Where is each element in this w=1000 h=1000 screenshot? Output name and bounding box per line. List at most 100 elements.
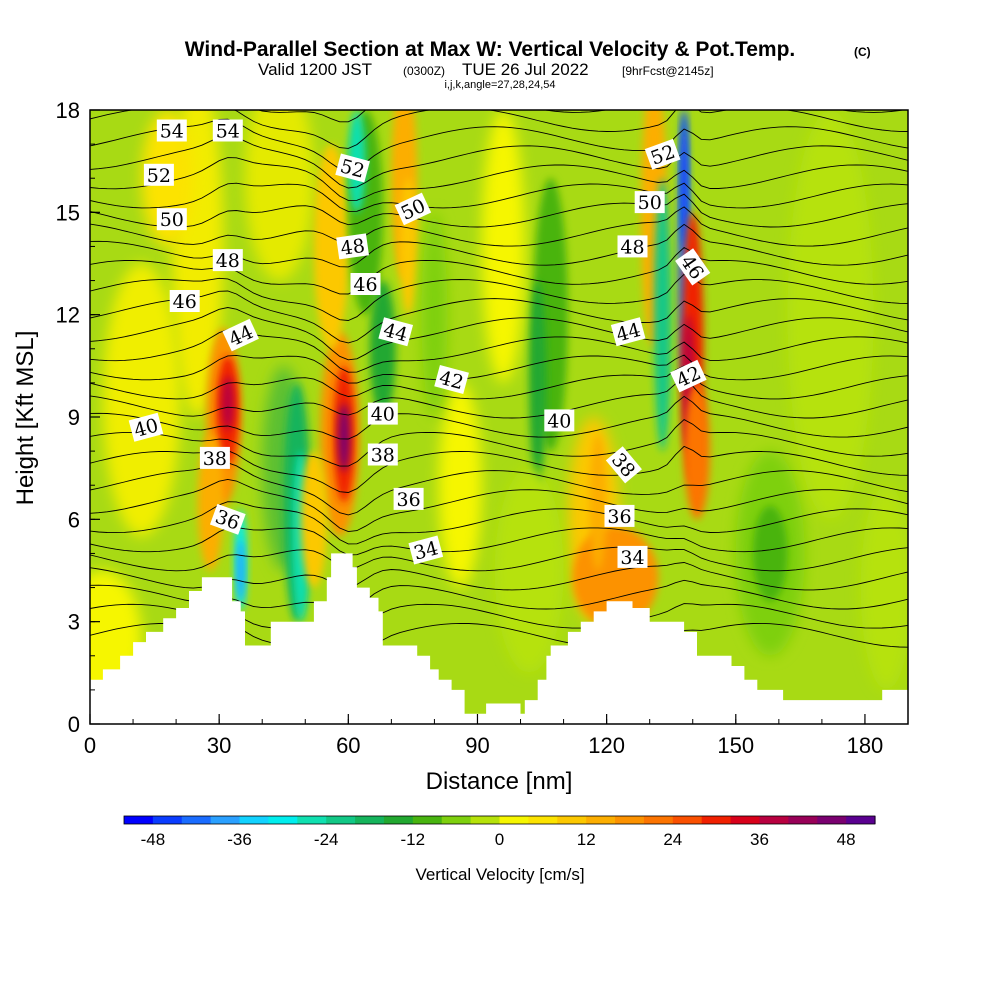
isentrope-line	[90, 395, 908, 440]
contour-label: 40	[544, 409, 575, 432]
isentrope-line	[90, 546, 908, 572]
colorbar-swatch	[615, 816, 645, 824]
contour-label: 46	[169, 290, 200, 313]
colorbar-swatch	[210, 816, 241, 824]
colorbar-swatch	[383, 816, 414, 824]
colorbar-swatch	[759, 816, 789, 824]
isentrope-line	[90, 354, 908, 384]
contour-label: 54	[156, 119, 187, 143]
x-tick-label: 90	[465, 733, 489, 758]
y-tick-label: 3	[68, 610, 80, 635]
contour-label: 42	[434, 364, 469, 394]
y-tick-label: 9	[68, 405, 80, 430]
isentrope-line	[90, 365, 908, 400]
velocity-cell	[684, 382, 710, 520]
colorbar-swatch	[672, 816, 703, 824]
contour-label-text: 48	[620, 236, 644, 258]
contour-label: 40	[367, 402, 398, 426]
colorbar-tick-label: 0	[495, 830, 504, 849]
y-tick-label: 6	[68, 507, 80, 532]
contour-label: 44	[610, 317, 646, 346]
colorbar: -48 -36 -24 -12 0 12 24 36 48	[123, 815, 876, 849]
colorbar-tick-label: -12	[401, 830, 426, 849]
colorbar-swatch	[846, 816, 876, 824]
contour-label: 48	[212, 249, 243, 272]
colorbar-swatch	[470, 816, 501, 824]
colorbar-frame	[123, 815, 876, 825]
colorbar-label: Vertical Velocity [cm/s]	[415, 865, 584, 884]
contour-label: 38	[199, 446, 230, 470]
y-tick-label: 0	[68, 712, 80, 737]
colorbar-tick-label: -36	[227, 830, 252, 849]
velocity-cell	[313, 144, 349, 349]
y-tick-label: 12	[56, 303, 80, 328]
velocity-cell	[244, 110, 314, 281]
velocity-cell	[494, 468, 564, 673]
isentrope-line	[90, 290, 908, 344]
velocity-cell	[529, 280, 547, 486]
colorbar-swatch	[643, 816, 674, 824]
contour-label: 36	[393, 487, 424, 511]
colorbar-swatch	[326, 816, 356, 824]
isentrope-line	[90, 419, 908, 467]
subtitle-utc: (0300Z)	[403, 64, 445, 78]
velocity-cell	[653, 178, 672, 452]
colorbar-tick-label: -24	[314, 830, 339, 849]
colorbar-swatch	[239, 816, 270, 824]
grid-indices: i,j,k,angle=27,28,24,54	[444, 79, 555, 91]
chart-title: Wind-Parallel Section at Max W: Vertical…	[185, 38, 796, 61]
colorbar-swatch	[152, 816, 183, 824]
colorbar-swatch	[788, 816, 818, 824]
contour-label-text: 36	[607, 506, 631, 528]
isentrope-line	[90, 273, 908, 321]
contour-label-text: 54	[160, 121, 184, 143]
chart-title-mark: (C)	[854, 45, 871, 59]
velocity-cell	[438, 382, 482, 588]
isentrope-line	[90, 118, 908, 172]
colorbar-swatch	[586, 816, 616, 824]
contour-label-text: 36	[397, 489, 421, 511]
isentrope-line	[90, 193, 908, 228]
subtitle-forecast: [9hrFcst@2145z]	[622, 64, 714, 78]
velocity-cell	[787, 110, 874, 520]
colorbar-swatch	[730, 816, 761, 824]
contour-label: 54	[212, 119, 243, 143]
contour-label: 38	[367, 443, 398, 467]
contour-label: 34	[408, 535, 444, 565]
x-tick-label: 120	[588, 733, 625, 758]
colorbar-swatch	[124, 816, 154, 824]
contour-label: 52	[335, 153, 370, 183]
contour-label-text: 38	[371, 445, 395, 467]
contour-label: 40	[128, 412, 164, 442]
isentrope-line	[90, 378, 908, 419]
velocity-cell	[237, 539, 245, 602]
subtitle-valid: Valid 1200 JST	[258, 60, 372, 79]
y-tick-label: 18	[56, 98, 80, 123]
contour-label: 50	[156, 208, 187, 231]
x-tick-label: 180	[847, 733, 884, 758]
y-axis-label: Height [Kft MSL]	[12, 331, 39, 506]
colorbar-swatch	[355, 816, 385, 824]
colorbar-tick-label: -48	[141, 830, 166, 849]
colorbar-swatch	[297, 816, 327, 824]
subtitle-date: TUE 26 Jul 2022	[462, 60, 589, 79]
velocity-cell	[589, 434, 607, 571]
colorbar-tick-label: 36	[750, 830, 769, 849]
colorbar-tick-label: 12	[577, 830, 596, 849]
colorbar-swatch	[499, 816, 529, 824]
contour-label: 44	[378, 317, 414, 346]
contour-label: 48	[336, 233, 369, 260]
contour-label-text: 34	[620, 547, 644, 569]
velocity-cell	[102, 263, 181, 537]
velocity-cell	[221, 376, 234, 431]
isentrope-line	[90, 206, 908, 247]
velocity-cell	[300, 451, 327, 588]
contour-label-text: 48	[216, 250, 240, 272]
isentrope-line	[90, 182, 908, 212]
isentrope-line	[90, 157, 908, 201]
x-tick-label: 30	[207, 733, 231, 758]
contour-label-text: 48	[339, 235, 366, 260]
colorbar-swatch	[528, 816, 558, 824]
y-tick-label: 15	[56, 200, 80, 225]
